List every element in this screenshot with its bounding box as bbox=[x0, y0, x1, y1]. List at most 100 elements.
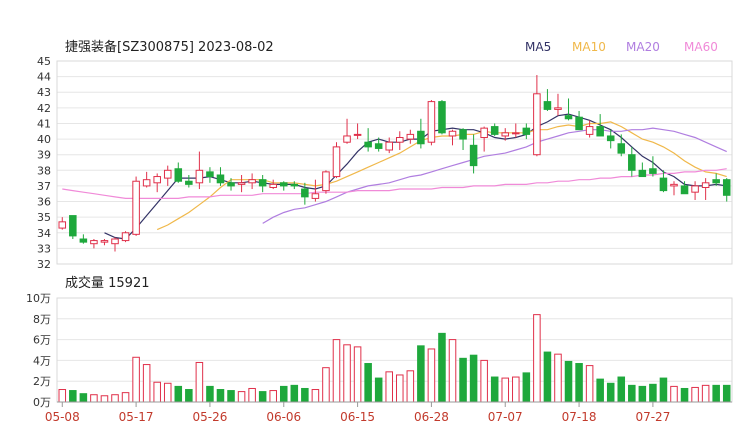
ma-legend: MA5 MA10 MA20 MA60 bbox=[525, 40, 718, 54]
candle bbox=[617, 134, 626, 157]
candle-body bbox=[237, 182, 246, 185]
candle-body bbox=[670, 183, 678, 187]
price-y-tick-label: 35 bbox=[37, 211, 51, 224]
volume-bar bbox=[670, 385, 678, 403]
volume-y-tick-label: 2万 bbox=[33, 375, 51, 388]
volume-bar bbox=[343, 344, 351, 403]
candle bbox=[396, 131, 404, 151]
candle bbox=[248, 173, 256, 190]
candle-body bbox=[396, 137, 404, 143]
volume-bar bbox=[480, 359, 488, 403]
candle bbox=[448, 129, 457, 146]
price-y-tick-label: 39 bbox=[37, 149, 51, 162]
candle bbox=[290, 181, 299, 190]
volume-bar bbox=[438, 332, 446, 403]
volume-bar bbox=[659, 377, 668, 403]
candle bbox=[628, 146, 636, 177]
candle bbox=[142, 171, 151, 188]
candle bbox=[163, 165, 172, 186]
candle-body bbox=[343, 135, 351, 143]
candle-body bbox=[438, 101, 446, 134]
volume-bar bbox=[279, 385, 288, 403]
volume-bar bbox=[374, 377, 383, 403]
volume-y-tick-label: 6万 bbox=[33, 334, 51, 347]
volume-bar bbox=[311, 389, 320, 403]
candle bbox=[353, 123, 362, 140]
price-y-tick-label: 40 bbox=[37, 133, 51, 146]
candle-body bbox=[448, 130, 457, 137]
volume-bar bbox=[142, 364, 151, 403]
candle bbox=[659, 170, 668, 193]
price-y-tick-label: 33 bbox=[37, 242, 51, 255]
candle-body bbox=[512, 132, 520, 135]
volume-bar bbox=[490, 376, 499, 403]
volume-bar bbox=[69, 390, 77, 403]
volume-bar bbox=[585, 365, 594, 403]
candle-body bbox=[701, 182, 710, 188]
ma60-line bbox=[62, 168, 727, 199]
price-y-tick-label: 44 bbox=[37, 71, 51, 84]
candle-body bbox=[628, 154, 636, 171]
candle bbox=[311, 179, 320, 202]
candle-body bbox=[227, 182, 235, 187]
candle bbox=[111, 237, 119, 252]
candle bbox=[670, 181, 678, 196]
volume-y-tick-label: 4万 bbox=[33, 354, 51, 367]
candle-body bbox=[427, 101, 436, 143]
volume-bar bbox=[628, 384, 636, 403]
candle-body bbox=[606, 135, 615, 142]
candle bbox=[691, 181, 699, 200]
x-tick-label: 07-27 bbox=[635, 410, 670, 424]
candle-body bbox=[490, 126, 499, 135]
x-tick-label: 07-07 bbox=[488, 410, 523, 424]
candle-body bbox=[554, 107, 562, 110]
x-tick-label: 07-18 bbox=[562, 410, 597, 424]
price-y-tick-label: 43 bbox=[37, 86, 51, 99]
volume-bar bbox=[258, 391, 267, 403]
volume-bar bbox=[206, 385, 214, 403]
candle-body bbox=[185, 180, 193, 185]
candle bbox=[269, 179, 277, 190]
candle bbox=[258, 174, 267, 193]
price-y-axis: 32 33 34 35 36 37 38 39 40 41 42 43 44 45 bbox=[37, 55, 51, 271]
candle-body bbox=[121, 232, 130, 242]
candle bbox=[522, 123, 531, 140]
volume-bar bbox=[564, 360, 573, 403]
volume-bar bbox=[132, 356, 140, 403]
candle bbox=[722, 178, 731, 202]
candle bbox=[596, 114, 604, 137]
volume-y-tick-label: 10万 bbox=[26, 292, 51, 305]
candle-body bbox=[364, 141, 372, 148]
candle bbox=[649, 156, 657, 177]
volume-bar bbox=[163, 382, 172, 403]
candle bbox=[79, 234, 88, 244]
volume-panel: 成交量 15921 0万 2万 4万 6万 8万 10万 bbox=[26, 275, 733, 409]
candle-body bbox=[79, 238, 88, 243]
x-tick-label: 06-06 bbox=[266, 410, 301, 424]
volume-bar bbox=[501, 377, 510, 403]
candle bbox=[185, 174, 193, 188]
candle-body bbox=[522, 127, 531, 135]
volume-bar bbox=[216, 389, 225, 403]
candle bbox=[364, 128, 372, 152]
volume-bar bbox=[680, 387, 689, 403]
candle bbox=[417, 118, 425, 149]
candle bbox=[332, 142, 341, 179]
volume-bar bbox=[606, 382, 615, 403]
price-y-tick-label: 41 bbox=[37, 117, 51, 130]
candle-body bbox=[406, 133, 415, 140]
candle-body bbox=[585, 126, 594, 135]
candle bbox=[606, 129, 615, 149]
x-tick-label: 06-15 bbox=[340, 410, 375, 424]
candle bbox=[216, 167, 225, 186]
candle-body bbox=[533, 93, 541, 156]
volume-bar bbox=[649, 383, 657, 403]
candle-body bbox=[680, 185, 689, 195]
candle-body bbox=[90, 240, 98, 245]
candle-body bbox=[132, 180, 140, 235]
volume-bar bbox=[174, 385, 183, 403]
volume-bar bbox=[701, 384, 710, 403]
volume-bars bbox=[58, 314, 731, 403]
volume-bar bbox=[427, 348, 436, 403]
x-tick-label: 05-08 bbox=[45, 410, 80, 424]
